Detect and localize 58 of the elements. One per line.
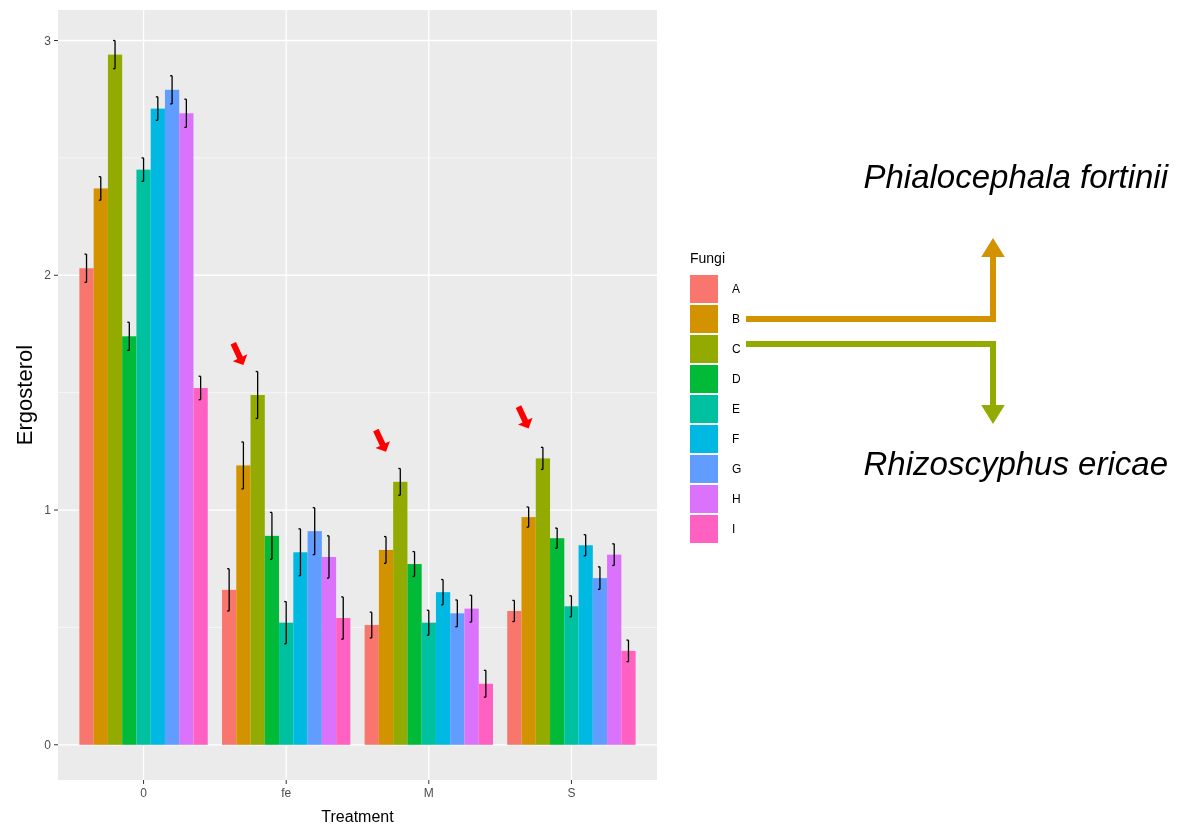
bar — [421, 622, 436, 745]
bar — [364, 625, 379, 745]
bar — [450, 613, 465, 745]
bar — [521, 517, 536, 745]
y-tick-label: 0 — [44, 737, 52, 752]
legend-label: E — [732, 402, 741, 417]
bar — [107, 54, 123, 745]
bar — [279, 622, 294, 745]
bar — [336, 618, 351, 745]
bar — [478, 683, 493, 745]
bar — [79, 268, 94, 745]
bar — [507, 610, 522, 745]
bar — [264, 535, 280, 745]
bar — [378, 549, 394, 745]
text: Phialocephala fortinii — [863, 158, 1170, 195]
bar — [293, 552, 308, 745]
legend-label: H — [732, 492, 741, 507]
legend-label: D — [732, 372, 741, 387]
bar — [136, 169, 151, 745]
y-axis-title: Ergosterol — [12, 344, 37, 446]
bar — [393, 481, 408, 745]
legend-label: G — [732, 462, 742, 477]
text: Rhizoscyphus ericae — [863, 445, 1168, 482]
bar — [321, 556, 337, 745]
bar — [407, 564, 422, 745]
legend-label: I — [732, 522, 736, 537]
x-tick-label: S — [567, 786, 576, 800]
legend-label: F — [732, 432, 740, 447]
x-axis-title: Treatment — [321, 808, 395, 825]
bar — [222, 589, 237, 745]
bar — [464, 608, 479, 745]
bar — [193, 387, 208, 745]
bar — [93, 188, 108, 745]
y-tick-label: 1 — [44, 503, 52, 518]
legend-label: C — [732, 342, 741, 357]
bar — [122, 336, 137, 745]
bar — [550, 538, 565, 745]
bar — [621, 650, 636, 745]
legend-title: Fungi — [690, 250, 726, 266]
bar — [307, 531, 322, 745]
y-tick-label: 2 — [44, 268, 52, 283]
bar — [250, 395, 265, 745]
bar — [535, 458, 551, 745]
legend-label: B — [732, 312, 741, 327]
bar — [578, 545, 593, 745]
x-tick-label: M — [423, 786, 434, 800]
bar — [164, 89, 180, 745]
legend-label: A — [732, 282, 741, 297]
y-tick-label: 3 — [44, 33, 52, 48]
x-tick-label: fe — [281, 786, 292, 800]
bar — [236, 465, 251, 745]
bar — [435, 592, 451, 745]
bar — [607, 554, 622, 745]
bar — [592, 578, 608, 745]
bar — [179, 113, 194, 745]
bar — [150, 108, 165, 745]
bar — [564, 606, 579, 745]
x-tick-label: 0 — [140, 786, 148, 800]
